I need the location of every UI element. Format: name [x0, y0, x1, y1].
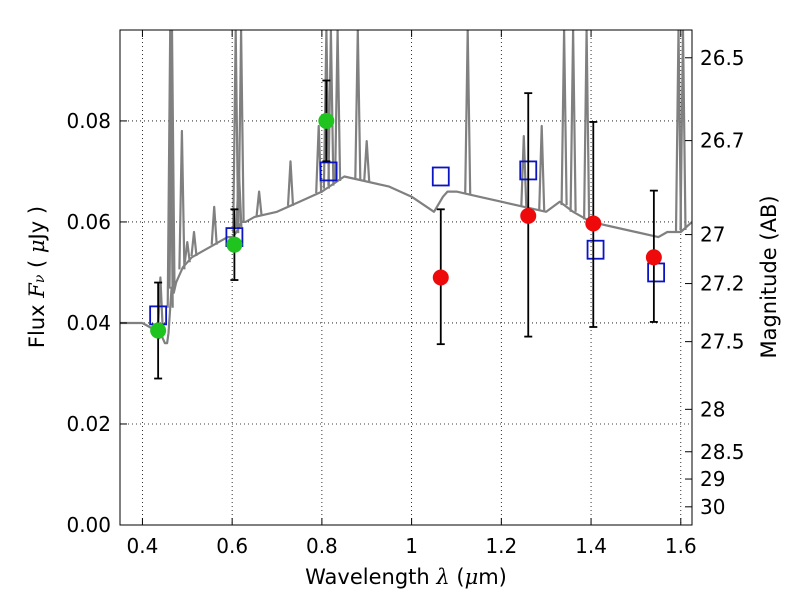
x-tick-label-6: 1.6: [665, 534, 697, 558]
x-tick-label-3: 1: [405, 534, 418, 558]
x-tick-label-5: 1.4: [575, 534, 607, 558]
model-photometry-square-6: [647, 262, 666, 283]
model-photometry-square-3: [431, 166, 450, 187]
grid-lines: [120, 30, 692, 526]
spectrum-emission-line-3: [178, 129, 186, 270]
magnitude-tick-label-8: 30: [700, 495, 725, 519]
magnitude-tick-label-2: 27: [700, 223, 725, 247]
model-photometry-square-5: [586, 239, 605, 260]
spectrum-emission-line-1: [166, 30, 174, 308]
red-obs-point-0: [432, 269, 449, 286]
spectrum-emission-line-4: [183, 241, 191, 263]
spectrum-emission-line-12: [315, 124, 323, 194]
spectrum-emission-line-5: [190, 230, 198, 257]
spectrum-emission-line-20: [538, 124, 546, 211]
model-photometry-square-2: [319, 161, 338, 182]
spectrum-emission-line-22: [569, 30, 577, 212]
spectrum-emission-line-25: [679, 30, 687, 231]
y-tick-label-0: 0.00: [66, 513, 111, 537]
red-obs-point-1: [520, 207, 537, 224]
spectrum-emission-line-13: [322, 30, 330, 189]
magnitude-tick-label-3: 27.2: [700, 272, 745, 296]
spectrum-emission-line-24: [674, 30, 683, 233]
x-tick-label-0: 0.4: [127, 534, 159, 558]
plot-area: [120, 30, 692, 380]
spectrum-emission-line-2: [168, 30, 176, 289]
model-spectrum-line: [120, 175, 692, 345]
magnitude-tick-label-6: 28.5: [700, 440, 745, 464]
spectrum-emission-line-9: [237, 30, 245, 222]
spectrum-emission-line-6: [210, 205, 218, 245]
x-tick-label-4: 1.2: [485, 534, 517, 558]
green-obs-point-1: [226, 236, 243, 253]
y-axis-label: Flux Fν ( μJy ): [25, 206, 49, 348]
spectrum-emission-line-17: [363, 140, 371, 182]
magnitude-tick-label-4: 27.5: [700, 330, 745, 354]
green-obs-point-0: [150, 322, 167, 339]
spectrum-emission-line-11: [286, 160, 295, 206]
spectrum-emission-line-21: [560, 30, 568, 206]
y2-axis-label: Magnitude (AB): [757, 195, 781, 358]
x-axis-label: Wavelength λ (μm): [305, 565, 507, 589]
green-obs-point-2: [318, 112, 335, 129]
spectrum-emission-line-16: [354, 30, 362, 180]
spectrum-emission-line-15: [334, 30, 342, 182]
plot-frame: [119, 29, 693, 526]
x-tick-label-1: 0.6: [216, 534, 248, 558]
spectrum-emission-line-23: [583, 30, 591, 220]
y-tick-label-2: 0.04: [66, 311, 111, 335]
magnitude-tick-label-7: 29: [700, 467, 725, 491]
magnitude-tick-label-0: 26.5: [700, 46, 745, 70]
magnitude-tick-label-1: 26.7: [700, 129, 745, 153]
y-tick-label-3: 0.06: [66, 210, 111, 234]
spectrum-emission-line-10: [255, 190, 263, 217]
y-tick-label-1: 0.02: [66, 412, 111, 436]
y-tick-label-4: 0.08: [66, 109, 111, 133]
spectrum-emission-line-19: [520, 135, 528, 207]
magnitude-tick-label-5: 28: [700, 397, 725, 421]
spectrum-emission-line-7: [232, 30, 240, 234]
x-tick-label-2: 0.8: [306, 534, 338, 558]
red-obs-point-3: [645, 249, 662, 266]
spectrum-emission-line-14: [327, 30, 335, 186]
axis-ticks: 0.4 0.6 0.8 1 1.2 1.4 1.6 0.00 0.02 0.04 0.06 0.08 2…: [66, 30, 745, 558]
red-obs-point-2: [585, 215, 602, 232]
spectrum-emission-line-18: [464, 30, 472, 195]
